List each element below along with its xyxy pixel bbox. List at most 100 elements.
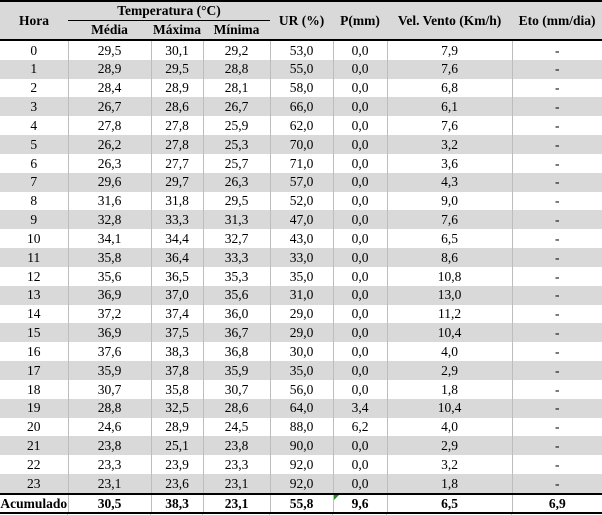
value-cell: 0,0 [332, 361, 388, 380]
value-cell: 6,1 [386, 97, 513, 117]
value-cell: 0,0 [332, 172, 388, 192]
hora-cell: 11 [27, 249, 41, 265]
footer-value-cell: 30,5 [67, 492, 151, 514]
value-cell: 35,0 [269, 266, 334, 286]
value-cell: 32,5 [150, 398, 203, 418]
table-row: 11 35,8 36,4 33,3 33,0 0,0 8,6- [0, 248, 602, 267]
table-row: 18 30,7 35,8 30,7 56,0 0,0 1,8- [0, 379, 602, 399]
value-cell: 4,0 [386, 417, 513, 437]
value-cell: 38,3 [150, 342, 203, 362]
table-row: 6 26,3 27,7 25,7 71,0 0,0 3,6- [0, 153, 602, 173]
value-cell: 0,0 [332, 436, 388, 456]
value-cell: 26,2 [67, 135, 151, 154]
value-cell: - [511, 436, 602, 456]
value-cell: 52,0 [269, 191, 334, 211]
value-cell: 30,1 [150, 40, 203, 60]
table-row: 1 28,9 29,5 28,8 55,0 0,0 7,6- [0, 59, 602, 79]
value-cell: - [511, 398, 602, 418]
value-cell: 4,0 [386, 342, 513, 362]
table-row: 20 24,6 28,9 24,5 88,0 6,2 4,0- [0, 417, 602, 437]
value-cell: 36,4 [150, 248, 203, 267]
value-cell: 7,6 [386, 59, 513, 79]
hora-cell: 5 [30, 136, 38, 152]
table-row: 3 26,7 28,6 26,7 66,0 0,0 6,1- [0, 97, 602, 117]
value-cell: 0,0 [332, 135, 388, 154]
hora-cell: 8 [30, 193, 38, 209]
table-body: 0 29,5 30,1 29,2 53,0 0,0 7,9-1 28,9 29,5 28,8 55,… [0, 40, 602, 494]
header-minima: Mínima [203, 20, 271, 41]
value-cell: 29,5 [150, 59, 203, 79]
value-cell: 0,0 [332, 40, 388, 60]
value-cell: 10,4 [386, 398, 513, 418]
hora-cell: 19 [27, 400, 41, 416]
value-cell: 30,7 [202, 379, 271, 399]
table-row: 0 29,5 30,1 29,2 53,0 0,0 7,9- [0, 40, 602, 60]
header-vel-vento: Vel. Vento (Km/h) [387, 1, 513, 41]
value-cell: 36,8 [202, 342, 271, 362]
value-cell: 28,6 [202, 398, 271, 418]
footer-value-cell: 38,3 [150, 492, 203, 514]
value-cell: 25,7 [202, 153, 271, 173]
value-cell: - [511, 59, 602, 79]
value-cell: - [511, 135, 602, 154]
value-cell: 37,8 [150, 361, 203, 380]
value-cell: 23,8 [202, 436, 271, 456]
value-cell: 6,2 [332, 417, 388, 437]
hora-cell: 17 [27, 362, 41, 378]
footer-value-cell: 55,8 [269, 492, 334, 514]
value-cell: 31,6 [67, 191, 151, 211]
value-cell: - [511, 474, 602, 494]
table-row: 22 23,3 23,9 23,3 92,0 0,0 3,2- [0, 455, 602, 475]
value-cell: 90,0 [269, 436, 334, 456]
value-cell: 37,0 [150, 285, 203, 305]
value-cell: 24,6 [67, 417, 151, 437]
value-cell: - [511, 210, 602, 230]
hora-cell: 0 [30, 42, 38, 58]
value-cell: 33,0 [269, 248, 334, 267]
table-row: 8 31,6 31,8 29,5 52,0 0,0 9,0- [0, 191, 602, 211]
hora-cell: 21 [27, 438, 41, 454]
value-cell: - [511, 229, 602, 249]
value-cell: 27,8 [150, 116, 203, 136]
value-cell: 26,3 [67, 153, 151, 173]
value-cell: 25,9 [202, 116, 271, 136]
value-cell: 9,0 [386, 191, 513, 211]
value-cell: 0,0 [332, 342, 388, 362]
value-cell: 35,0 [269, 361, 334, 380]
value-cell: 0,0 [332, 116, 388, 136]
header-hora: Hora [0, 1, 68, 41]
value-cell: 32,7 [202, 229, 271, 249]
header-ur: UR (%) [270, 1, 334, 41]
value-cell: 30,7 [67, 379, 151, 399]
value-cell: 53,0 [269, 40, 334, 60]
value-cell: 92,0 [269, 474, 334, 494]
hora-cell: 2 [30, 80, 38, 96]
value-cell: 25,3 [202, 135, 271, 154]
value-cell: 35,9 [202, 361, 271, 380]
hora-cell: 22 [27, 456, 41, 472]
value-cell: 10,8 [386, 266, 513, 286]
value-cell: 0,0 [332, 210, 388, 230]
value-cell: 35,3 [202, 266, 271, 286]
value-cell: 29,5 [202, 191, 271, 211]
value-cell: 57,0 [269, 172, 334, 192]
cell-error-indicator-icon [334, 495, 339, 500]
value-cell: 2,9 [386, 436, 513, 456]
value-cell: 23,1 [67, 474, 151, 494]
hora-cell: 14 [27, 306, 41, 322]
value-cell: 33,3 [202, 248, 271, 267]
value-cell: 6,8 [386, 78, 513, 98]
footer-label: Acumulado [0, 492, 68, 514]
value-cell: 37,6 [67, 342, 151, 362]
hora-cell: 1 [30, 61, 38, 77]
hora-cell: 7 [30, 174, 38, 190]
value-cell: - [511, 379, 602, 399]
table-row: 9 32,8 33,3 31,3 47,0 0,0 7,6- [0, 210, 602, 230]
value-cell: 10,4 [386, 323, 513, 343]
table-row: 14 37,2 37,4 36,0 29,0 0,0 11,2- [0, 304, 602, 324]
value-cell: 7,6 [386, 116, 513, 136]
value-cell: 23,8 [67, 436, 151, 456]
table-row: 19 28,8 32,5 28,6 64,0 3,4 10,4- [0, 398, 602, 418]
value-cell: 66,0 [269, 97, 334, 117]
